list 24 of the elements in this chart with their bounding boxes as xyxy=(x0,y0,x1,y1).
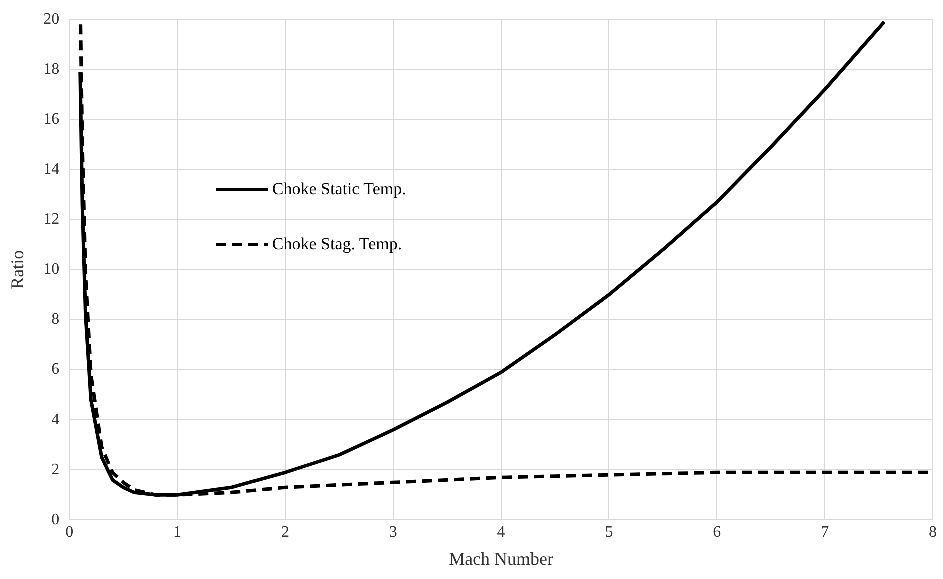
y-tick-label: 12 xyxy=(44,211,60,228)
y-tick-label: 8 xyxy=(52,311,60,328)
x-axis-title: Mach Number xyxy=(449,548,554,569)
y-tick-label: 4 xyxy=(52,411,60,428)
legend-label: Choke Stag. Temp. xyxy=(272,234,402,254)
y-tick-label: 20 xyxy=(44,10,60,28)
legend-label: Choke Static Temp. xyxy=(272,179,406,198)
y-tick-label: 14 xyxy=(44,160,60,178)
y-axis-title: Ratio xyxy=(8,250,28,290)
x-tick-label: 1 xyxy=(174,524,182,542)
x-tick-label: 5 xyxy=(605,524,614,542)
x-tick-label: 7 xyxy=(821,524,830,542)
x-tick-label: 3 xyxy=(389,524,398,542)
x-tick-label: 2 xyxy=(281,524,290,542)
y-tick-label: 18 xyxy=(44,60,60,78)
y-tick-label: 2 xyxy=(52,461,60,478)
y-tick-label: 16 xyxy=(44,110,60,128)
x-tick-label: 4 xyxy=(497,524,506,542)
x-tick-label: 8 xyxy=(929,524,937,542)
y-tick-label: 10 xyxy=(44,261,60,278)
x-tick-label: 6 xyxy=(713,524,722,542)
y-tick-label: 0 xyxy=(52,511,60,528)
y-tick-label: 6 xyxy=(52,361,60,378)
x-tick-label: 0 xyxy=(66,524,74,542)
